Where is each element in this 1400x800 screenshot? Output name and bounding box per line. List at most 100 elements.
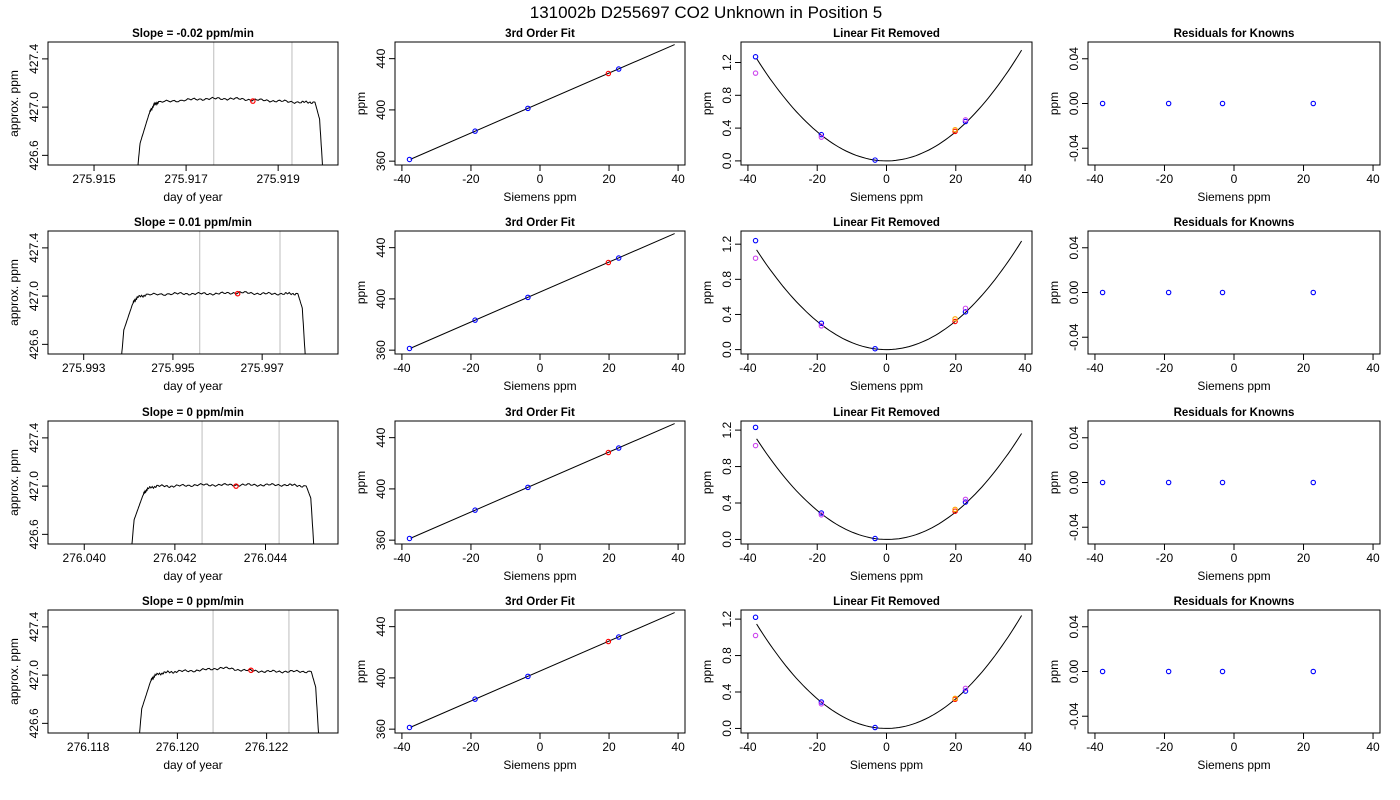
panel-r4c3: Linear Fit Removed -40 -20 0 20 40 0.0 0.4 0.8 1.… bbox=[700, 596, 1033, 772]
panel-title: Residuals for Knowns bbox=[1174, 596, 1295, 608]
y-tick-label: 0.04 bbox=[1067, 426, 1081, 450]
x-tick-label: -40 bbox=[739, 740, 757, 754]
plot-area bbox=[1099, 100, 1317, 107]
data-point bbox=[525, 484, 531, 491]
x-tick-label: -40 bbox=[393, 172, 411, 186]
plot-frame bbox=[740, 230, 1033, 355]
data-point bbox=[406, 156, 413, 163]
y-tick-label: 426.6 bbox=[27, 329, 41, 359]
x-tick-label: 40 bbox=[1018, 361, 1032, 375]
panel-r3c2: 3rd Order Fit -40 -20 0 20 40 360 400 440 Siemens… bbox=[354, 407, 686, 583]
x-tick-label: 0 bbox=[537, 551, 544, 565]
panel-title: Linear Fit Removed bbox=[833, 217, 940, 229]
x-axis-label: Siemens ppm bbox=[1197, 569, 1270, 583]
x-tick-label: -20 bbox=[462, 740, 480, 754]
data-point bbox=[818, 131, 825, 138]
plot-area bbox=[406, 423, 675, 542]
data-point bbox=[525, 105, 531, 112]
y-tick-label: 426.6 bbox=[27, 708, 41, 738]
series-line bbox=[121, 291, 306, 354]
data-point bbox=[752, 632, 759, 639]
data-point bbox=[1099, 479, 1106, 486]
panel-r2c1: Slope = 0.01 ppm/min 275.993 275.995 275.99… bbox=[7, 217, 339, 393]
x-tick-label: -40 bbox=[1086, 551, 1104, 565]
y-tick-label: 0.00 bbox=[1067, 659, 1081, 683]
y-tick-label: 360 bbox=[374, 719, 388, 739]
x-axis-label: Siemens ppm bbox=[503, 190, 576, 204]
x-tick-label: 40 bbox=[1018, 172, 1032, 186]
data-point bbox=[818, 699, 825, 705]
x-axis-label: Siemens ppm bbox=[1197, 758, 1270, 772]
y-tick-label: 0.04 bbox=[1067, 615, 1081, 639]
y-tick-label: 0.4 bbox=[720, 683, 734, 700]
x-tick-label: 40 bbox=[671, 740, 685, 754]
sample-marker bbox=[233, 483, 239, 489]
x-tick-label: 20 bbox=[602, 551, 616, 565]
y-tick-label: 427.4 bbox=[27, 612, 41, 642]
panel-r4c4: Residuals for Knowns -40 -20 0 20 40 -0.04 0.00… bbox=[1047, 596, 1381, 772]
x-axis-label: Siemens ppm bbox=[1197, 379, 1270, 393]
y-axis-label: approx. ppm bbox=[7, 70, 21, 137]
x-tick-label: 20 bbox=[602, 740, 616, 754]
data-point bbox=[752, 70, 759, 76]
fit-line bbox=[410, 233, 675, 349]
plot-frame bbox=[740, 609, 1033, 734]
y-tick-label: 0.00 bbox=[1067, 470, 1081, 494]
x-tick-label: -40 bbox=[393, 740, 411, 754]
x-tick-label: 40 bbox=[671, 551, 685, 565]
y-tick-label: 426.6 bbox=[27, 519, 41, 549]
y-axis-label: ppm bbox=[700, 281, 714, 304]
y-tick-label: 0.4 bbox=[720, 119, 734, 136]
data-point bbox=[1165, 479, 1172, 486]
panel-title: Slope = 0 ppm/min bbox=[142, 407, 244, 419]
y-axis-label: ppm bbox=[1047, 281, 1061, 304]
x-tick-label: 0 bbox=[537, 740, 544, 754]
y-tick-label: 0.8 bbox=[720, 647, 734, 664]
data-point bbox=[752, 442, 759, 449]
y-axis-label: ppm bbox=[354, 660, 368, 683]
figure-title: 131002b D255697 CO2 Unknown in Position … bbox=[530, 3, 883, 22]
panel-title: Slope = 0 ppm/min bbox=[142, 596, 244, 608]
series-line bbox=[131, 483, 315, 544]
x-tick-label: 0 bbox=[537, 361, 544, 375]
x-tick-label: 40 bbox=[1366, 551, 1380, 565]
y-tick-label: 440 bbox=[374, 48, 388, 68]
x-tick-label: 20 bbox=[1297, 551, 1311, 565]
plot-area bbox=[406, 233, 675, 352]
x-tick-label: 0 bbox=[883, 361, 890, 375]
data-point bbox=[952, 316, 958, 322]
x-tick-label: 40 bbox=[1018, 740, 1032, 754]
y-tick-label: 0.0 bbox=[720, 341, 734, 358]
y-tick-label: 1.2 bbox=[720, 54, 734, 71]
x-tick-label: 275.997 bbox=[240, 361, 284, 375]
plot-area bbox=[406, 44, 675, 163]
x-tick-label: 20 bbox=[1297, 361, 1311, 375]
panel-r3c4: Residuals for Knowns -40 -20 0 20 40 -0.04 0.00… bbox=[1047, 407, 1381, 583]
y-tick-label: 0.4 bbox=[720, 494, 734, 511]
data-point bbox=[472, 317, 478, 323]
plot-frame bbox=[740, 41, 1033, 166]
y-tick-label: 0.0 bbox=[720, 720, 734, 737]
plot-area bbox=[752, 424, 1023, 542]
data-point bbox=[1219, 479, 1226, 486]
data-point bbox=[1219, 289, 1226, 296]
x-tick-label: -40 bbox=[739, 361, 757, 375]
panel-r1c1: Slope = -0.02 ppm/min 275.915 275.917 275.9… bbox=[7, 28, 339, 204]
y-axis-label: ppm bbox=[354, 281, 368, 304]
y-tick-label: 360 bbox=[374, 340, 388, 360]
y-tick-label: 1.2 bbox=[720, 610, 734, 627]
data-point bbox=[962, 117, 969, 123]
y-axis-label: ppm bbox=[700, 660, 714, 683]
data-point bbox=[1310, 100, 1317, 107]
y-tick-label: 427.4 bbox=[27, 233, 41, 263]
y-tick-label: 0.8 bbox=[720, 87, 734, 104]
y-tick-label: 440 bbox=[374, 427, 388, 447]
x-tick-label: 20 bbox=[602, 361, 616, 375]
x-tick-label: -20 bbox=[809, 551, 827, 565]
data-point bbox=[962, 688, 969, 694]
x-axis-label: day of year bbox=[163, 758, 222, 772]
x-tick-label: -40 bbox=[1086, 740, 1104, 754]
y-axis-label: ppm bbox=[1047, 471, 1061, 494]
x-tick-label: 40 bbox=[1018, 551, 1032, 565]
plot-area bbox=[139, 610, 320, 733]
